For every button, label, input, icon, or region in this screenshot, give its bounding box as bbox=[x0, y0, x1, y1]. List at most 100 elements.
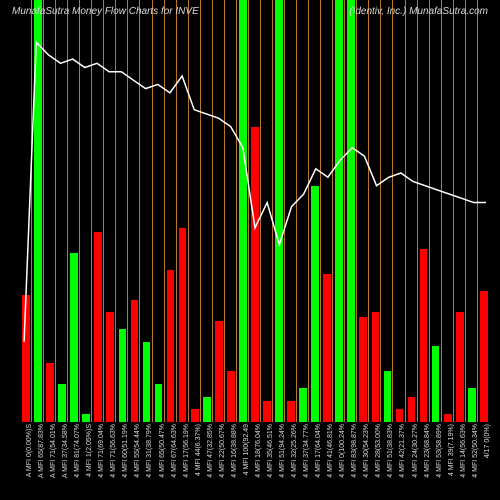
money-flow-chart: MunafaSutra Money Flow Charts for INVE (… bbox=[0, 0, 500, 500]
x-label: 4 MFI 67(64.63% bbox=[165, 422, 177, 500]
bar-slot bbox=[237, 0, 249, 422]
x-label: 4 MFI 83(98.87% bbox=[345, 422, 357, 500]
bar-slot bbox=[104, 0, 116, 422]
bar-slot bbox=[478, 0, 490, 422]
bar bbox=[58, 384, 66, 422]
bar bbox=[46, 363, 54, 422]
bar bbox=[456, 312, 464, 422]
x-label: 4 MFI 47(32.85% bbox=[201, 422, 213, 500]
x-label: 4 MFI 51(94.24% bbox=[273, 422, 285, 500]
bar bbox=[22, 295, 30, 422]
x-label: 4 MFI 44(6.37%) bbox=[189, 422, 201, 500]
bar-slot bbox=[381, 0, 393, 422]
x-label: 4 MFI 32(25.26% bbox=[285, 422, 297, 500]
bar-slot bbox=[321, 0, 333, 422]
bar-slot bbox=[309, 0, 321, 422]
bar bbox=[468, 388, 476, 422]
x-label: 4 MFI 39(7.19%) bbox=[442, 422, 454, 500]
bar-slot bbox=[201, 0, 213, 422]
x-label: 4 MFI 65(50.47% bbox=[153, 422, 165, 500]
x-label: 4 MFI 53(58.89% bbox=[430, 422, 442, 500]
x-label: 4/17 0(0%) bbox=[478, 422, 490, 500]
x-label: 4 MFI 14(56.63% bbox=[454, 422, 466, 500]
x-label: 4 MFI 52(50.34% bbox=[466, 422, 478, 500]
bar-slot bbox=[393, 0, 405, 422]
bar bbox=[227, 371, 235, 422]
x-axis-labels: A MFI 0(0.00%)SA MFI 65(87.83%A MFI 71(5… bbox=[18, 422, 492, 500]
x-label: 4 MFI 41(46.81% bbox=[321, 422, 333, 500]
chart-header: MunafaSutra Money Flow Charts for INVE (… bbox=[0, 0, 500, 22]
bar-slot bbox=[357, 0, 369, 422]
x-label: 4 MFI 17(64.04% bbox=[309, 422, 321, 500]
x-label: 4 MFI 51(38.83% bbox=[381, 422, 393, 500]
bar-slot bbox=[56, 0, 68, 422]
x-label: A MFI 37(34.58% bbox=[56, 422, 68, 500]
bar-slot bbox=[153, 0, 165, 422]
bar-slot bbox=[406, 0, 418, 422]
bar-slot bbox=[418, 0, 430, 422]
bar-slot bbox=[20, 0, 32, 422]
bar-slot bbox=[297, 0, 309, 422]
bar-slot bbox=[285, 0, 297, 422]
bar bbox=[251, 127, 259, 422]
bar-slot bbox=[44, 0, 56, 422]
x-label: 4 MFI 71(56.63% bbox=[104, 422, 116, 500]
bar-slot bbox=[333, 0, 345, 422]
bar bbox=[239, 0, 247, 422]
x-label: 4 MFI 16(38.88% bbox=[225, 422, 237, 500]
x-label: 4 MFI 28(53.00% bbox=[369, 422, 381, 500]
bar bbox=[323, 274, 331, 422]
bar bbox=[179, 228, 187, 422]
bar-slot bbox=[32, 0, 44, 422]
bar-slot bbox=[225, 0, 237, 422]
bar bbox=[167, 270, 175, 422]
bar-slot bbox=[249, 0, 261, 422]
bar bbox=[155, 384, 163, 422]
bar bbox=[480, 291, 488, 422]
chart-title-right: (Identiv, Inc.) MunafaSutra.com bbox=[349, 6, 488, 17]
x-label: 4 MFI 23(68.84% bbox=[418, 422, 430, 500]
x-label: 4 MFI 55(54.44% bbox=[128, 422, 140, 500]
bar bbox=[335, 0, 343, 422]
bar bbox=[444, 414, 452, 422]
bar bbox=[420, 249, 428, 422]
x-label: A MFI 65(87.83% bbox=[32, 422, 44, 500]
bar-slot bbox=[345, 0, 357, 422]
x-label: 4 MFI 71(69.04% bbox=[92, 422, 104, 500]
bar-slot bbox=[128, 0, 140, 422]
x-label: 4 MFI 1(2.05%)S bbox=[80, 422, 92, 500]
bar-slot bbox=[116, 0, 128, 422]
bar bbox=[347, 0, 355, 422]
bar bbox=[311, 186, 319, 422]
bar bbox=[408, 397, 416, 422]
bar-slot bbox=[454, 0, 466, 422]
bar-slot bbox=[177, 0, 189, 422]
bar bbox=[143, 342, 151, 422]
bar-slot bbox=[466, 0, 478, 422]
x-label: 4 MFI 17(56.19% bbox=[177, 422, 189, 500]
x-label-text: 4/17 0(0%) bbox=[484, 424, 491, 458]
bar bbox=[203, 397, 211, 422]
x-label: A MFI 71(54.01% bbox=[44, 422, 56, 500]
bar-slot bbox=[369, 0, 381, 422]
bar-slot bbox=[213, 0, 225, 422]
bar-slot bbox=[261, 0, 273, 422]
x-label: 4 MFI 0(100.24% bbox=[333, 422, 345, 500]
bar bbox=[275, 0, 283, 422]
bar bbox=[396, 409, 404, 422]
x-label: 4 MFI 22(50.67% bbox=[213, 422, 225, 500]
bar bbox=[299, 388, 307, 422]
bar-slot bbox=[165, 0, 177, 422]
x-label: 4 MFI 100(92.49 bbox=[237, 422, 249, 500]
bar-slot bbox=[140, 0, 152, 422]
bar bbox=[263, 401, 271, 422]
x-label: 4 MFI 18(76.04% bbox=[249, 422, 261, 500]
bar bbox=[34, 0, 42, 422]
x-label: 4 MFI 31(38.79% bbox=[140, 422, 152, 500]
bar-slot bbox=[92, 0, 104, 422]
x-label: 4 MFI 35(46.51% bbox=[261, 422, 273, 500]
bar bbox=[191, 409, 199, 422]
bars-layer bbox=[18, 0, 492, 422]
bar-slot bbox=[189, 0, 201, 422]
bar-slot bbox=[273, 0, 285, 422]
